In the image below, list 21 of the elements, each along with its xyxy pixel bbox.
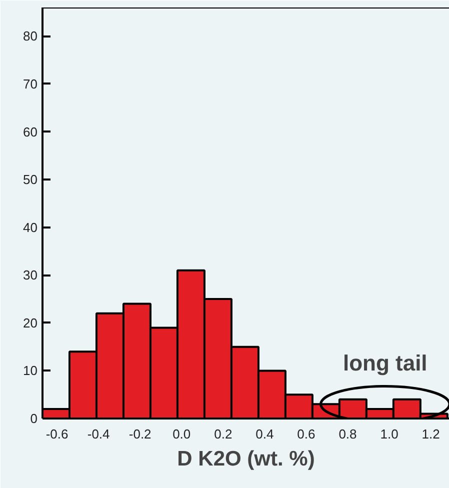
y-tick-label: 60 bbox=[23, 124, 38, 140]
y-tick-label: 30 bbox=[23, 268, 38, 283]
x-tick-label: 1.2 bbox=[422, 426, 440, 442]
x-tick-label: 0.2 bbox=[214, 426, 232, 442]
x-tick-label: 0.8 bbox=[338, 426, 357, 442]
y-tick-label: 40 bbox=[23, 220, 38, 235]
x-tick-label: 0.6 bbox=[297, 426, 316, 442]
x-tick-label: -0.6 bbox=[46, 426, 68, 442]
x-axis-title: D K2O (wt. %) bbox=[177, 448, 315, 470]
y-tick-label: 10 bbox=[23, 363, 38, 378]
x-tick-label: -0.2 bbox=[128, 426, 152, 442]
x-tick-label: 1.0 bbox=[380, 426, 398, 442]
x-tick-label: 0.4 bbox=[256, 426, 274, 442]
y-tick-label: 50 bbox=[23, 172, 38, 188]
annotation: long tail bbox=[342, 350, 428, 376]
x-tick-label: 0.0 bbox=[172, 426, 191, 442]
y-tick-label: 80 bbox=[23, 28, 38, 44]
y-tick-label: 70 bbox=[23, 76, 38, 92]
x-tick-label: -0.4 bbox=[87, 426, 110, 442]
y-tick-label: 20 bbox=[23, 315, 38, 330]
y-tick-label: 0 bbox=[30, 411, 38, 426]
